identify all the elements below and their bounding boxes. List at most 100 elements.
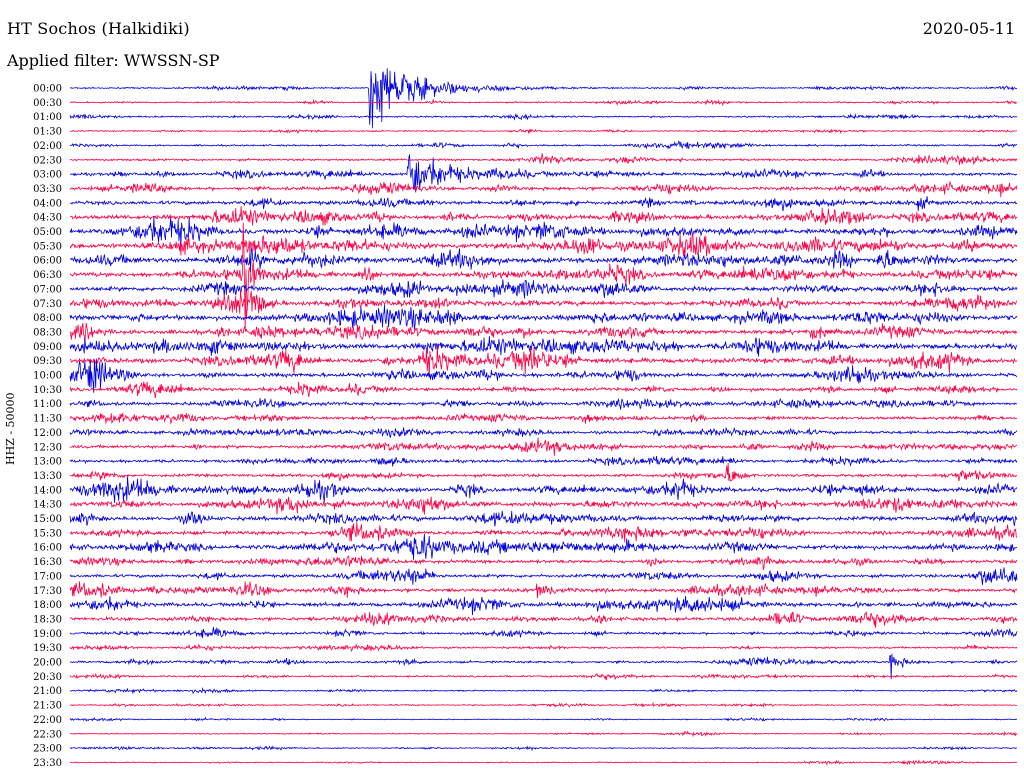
time-tick-label: 10:00	[33, 371, 62, 382]
time-tick-label: 11:00	[33, 399, 62, 410]
trace-row	[69, 153, 1018, 165]
time-tick-label: 17:30	[33, 586, 62, 597]
time-tick-label: 06:30	[33, 270, 62, 281]
trace-row	[69, 304, 1018, 330]
trace-row	[69, 595, 1018, 616]
time-tick-label: 20:30	[33, 672, 62, 683]
trace-row	[69, 687, 1018, 695]
trace-row	[69, 611, 1018, 628]
time-tick-label: 23:30	[33, 758, 62, 769]
time-tick-label: 05:00	[33, 227, 62, 238]
time-tick-label: 07:30	[33, 299, 62, 310]
time-tick-label: 00:30	[33, 98, 62, 109]
trace-row	[69, 581, 1018, 599]
trace-row	[69, 222, 1018, 333]
time-tick-label: 08:00	[33, 313, 62, 324]
trace-row	[69, 206, 1018, 226]
time-tick-label: 20:00	[33, 658, 62, 669]
trace-row	[69, 672, 1018, 681]
trace-row	[69, 653, 1018, 680]
time-tick-label: 19:00	[33, 629, 62, 640]
trace-row	[69, 567, 1018, 585]
trace-row	[69, 426, 1018, 438]
time-tick-label: 03:30	[33, 184, 62, 195]
time-tick-label: 19:30	[33, 643, 62, 654]
trace-row	[69, 246, 1018, 273]
filter-label: Applied filter: WWSSN-SP	[7, 51, 220, 70]
time-tick-label: 13:30	[33, 471, 62, 482]
trace-row	[69, 521, 1018, 543]
time-tick-label: 07:00	[33, 284, 62, 295]
time-tick-label: 02:30	[33, 155, 62, 166]
trace-row	[70, 496, 1018, 515]
trace-row	[69, 279, 1018, 299]
time-tick-label: 05:30	[33, 241, 62, 252]
time-tick-label: 14:30	[33, 500, 62, 511]
time-tick-label: 13:00	[33, 457, 62, 468]
time-tick-label: 21:00	[33, 686, 62, 697]
trace-row	[69, 412, 1017, 425]
time-tick-label: 16:30	[33, 557, 62, 568]
date-label: 2020-05-11	[922, 19, 1015, 38]
trace-row	[69, 462, 1018, 482]
trace-row	[69, 232, 1018, 259]
station-title: HT Sochos (Halkidiki)	[7, 19, 190, 38]
trace-row	[69, 533, 1018, 560]
trace-row	[69, 359, 1018, 393]
time-tick-label: 12:00	[33, 428, 62, 439]
trace-row	[69, 336, 1018, 357]
trace-row	[69, 745, 1018, 751]
trace-row	[69, 322, 1018, 344]
time-tick-label: 22:30	[33, 729, 62, 740]
time-tick-label: 16:00	[33, 543, 62, 554]
trace-row	[69, 113, 1018, 121]
time-tick-label: 01:00	[33, 112, 62, 123]
trace-row	[69, 215, 1018, 248]
trace-row	[69, 627, 1018, 639]
trace-row	[69, 98, 1018, 107]
time-tick-label: 18:00	[33, 600, 62, 611]
time-tick-label: 06:00	[33, 256, 62, 267]
time-tick-label: 23:00	[33, 744, 62, 755]
trace-row	[69, 437, 1018, 456]
trace-row	[69, 716, 1018, 722]
time-tick-label: 04:00	[33, 198, 62, 209]
trace-row	[69, 196, 1018, 212]
trace-row	[69, 290, 1018, 319]
trace-row	[69, 381, 1018, 399]
time-tick-label: 09:30	[33, 356, 62, 367]
trace-row	[69, 140, 1018, 150]
time-tick-label: 02:00	[33, 141, 62, 152]
trace-row	[69, 759, 1018, 766]
trace-row	[69, 180, 1018, 198]
time-tick-label: 22:00	[33, 715, 62, 726]
trace-row	[70, 346, 1018, 378]
trace-row	[69, 154, 1018, 193]
trace-row	[69, 555, 1018, 571]
trace-row	[69, 128, 1018, 135]
time-tick-label: 14:00	[33, 485, 62, 496]
trace-row	[69, 455, 1018, 467]
trace-row	[69, 397, 1018, 410]
time-tick-label: 00:00	[33, 84, 62, 95]
time-tick-label: 15:00	[33, 514, 62, 525]
time-tick-label: 04:30	[33, 213, 62, 224]
trace-row	[70, 701, 1018, 708]
time-tick-label: 17:00	[33, 571, 62, 582]
time-tick-label: 21:30	[33, 701, 62, 712]
time-tick-label: 15:30	[33, 528, 62, 539]
time-tick-label: 10:30	[33, 385, 62, 396]
trace-row	[69, 643, 1018, 652]
trace-row	[69, 476, 1018, 503]
time-tick-label: 03:00	[33, 170, 62, 181]
time-tick-label: 01:30	[33, 127, 62, 138]
time-tick-label: 08:30	[33, 327, 62, 338]
time-tick-label: 09:00	[33, 342, 62, 353]
trace-row	[69, 730, 1018, 738]
time-tick-label: 12:30	[33, 442, 62, 453]
time-tick-label: 11:30	[33, 414, 62, 425]
trace-row	[69, 510, 1018, 527]
trace-row	[69, 68, 1018, 129]
time-tick-label: 18:30	[33, 614, 62, 625]
